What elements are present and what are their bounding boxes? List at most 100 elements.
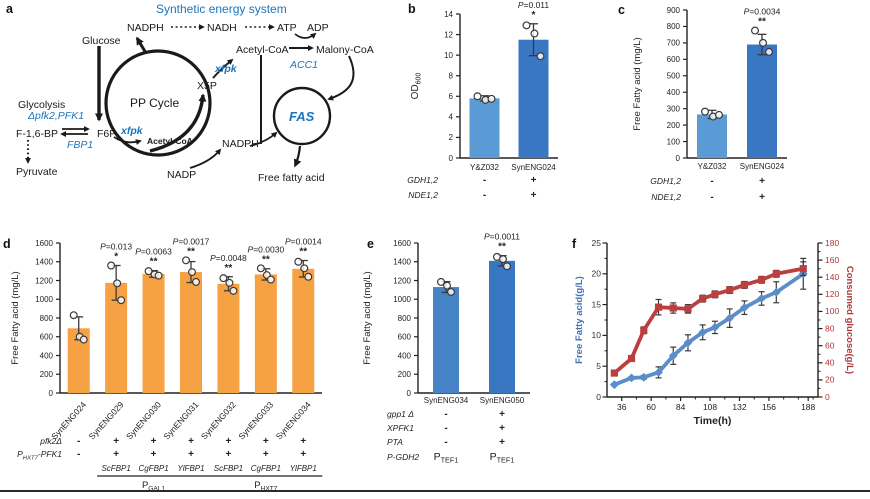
svg-text:10: 10 xyxy=(592,330,602,340)
node-f6p: F6P xyxy=(97,128,117,140)
figure-bottom-border xyxy=(0,490,870,492)
svg-text:-: - xyxy=(710,192,713,203)
svg-text:132: 132 xyxy=(732,402,746,412)
svg-text:ScFBP1: ScFBP1 xyxy=(101,464,130,473)
svg-text:180: 180 xyxy=(825,238,839,248)
svg-text:YlFBP1: YlFBP1 xyxy=(290,464,317,473)
svg-text:0: 0 xyxy=(49,389,54,398)
svg-text:188: 188 xyxy=(801,402,815,412)
svg-text:-: - xyxy=(710,176,713,187)
svg-text:Consumed glucose(g/L): Consumed glucose(g/L) xyxy=(844,266,855,374)
node-x5p: X5P xyxy=(197,80,217,92)
gene-pfk-deletion: Δpfk2,PFK1 xyxy=(28,110,85,122)
svg-text:GDH1,2: GDH1,2 xyxy=(407,175,438,185)
node-adp: ADP xyxy=(307,22,329,34)
svg-text:CgFBP1: CgFBP1 xyxy=(138,464,168,473)
svg-text:500: 500 xyxy=(667,72,681,81)
svg-text:**: ** xyxy=(498,242,506,253)
svg-text:12: 12 xyxy=(444,30,453,39)
svg-text:+: + xyxy=(188,449,194,460)
svg-text:**: ** xyxy=(150,257,158,268)
svg-text:P=0.0017: P=0.0017 xyxy=(173,236,210,246)
svg-text:**: ** xyxy=(225,263,233,274)
svg-text:SynENG024: SynENG024 xyxy=(740,162,785,171)
svg-text:SynENG029: SynENG029 xyxy=(87,399,126,441)
svg-text:+: + xyxy=(188,436,194,447)
svg-text:P=0.013: P=0.013 xyxy=(100,242,132,252)
svg-text:600: 600 xyxy=(398,333,412,342)
svg-text:-: - xyxy=(444,423,447,434)
panel-label-e: e xyxy=(367,237,374,251)
svg-text:600: 600 xyxy=(40,333,54,342)
atp-to-adp-arrow xyxy=(294,32,317,39)
svg-text:100: 100 xyxy=(667,137,681,146)
svg-text:PHXT7-PFK1: PHXT7-PFK1 xyxy=(17,449,62,462)
svg-text:ScFBP1: ScFBP1 xyxy=(214,464,243,473)
svg-text:+: + xyxy=(151,436,157,447)
svg-text:36: 36 xyxy=(617,402,627,412)
to-x5p-arrow xyxy=(149,93,207,153)
svg-text:Free Fatty acid (mg/L): Free Fatty acid (mg/L) xyxy=(10,271,21,364)
svg-text:gpp1 Δ: gpp1 Δ xyxy=(387,409,414,419)
panel-label-d: d xyxy=(3,237,11,251)
svg-text:GDH1,2: GDH1,2 xyxy=(650,176,681,186)
svg-text:+: + xyxy=(226,449,232,460)
svg-text:200: 200 xyxy=(398,370,412,379)
svg-text:40: 40 xyxy=(825,358,835,368)
svg-text:800: 800 xyxy=(398,314,412,323)
svg-text:1400: 1400 xyxy=(35,258,53,267)
svg-text:+: + xyxy=(151,449,157,460)
svg-text:P=0.0063: P=0.0063 xyxy=(135,247,172,257)
svg-text:120: 120 xyxy=(825,289,839,299)
svg-text:1200: 1200 xyxy=(393,276,411,285)
svg-text:SynENG024: SynENG024 xyxy=(511,163,556,172)
svg-text:P=0.011: P=0.011 xyxy=(518,0,550,10)
f6p-xfpk-arrow xyxy=(113,136,142,146)
svg-text:800: 800 xyxy=(667,22,681,31)
svg-text:SynENG030: SynENG030 xyxy=(124,399,163,441)
svg-text:60: 60 xyxy=(646,402,656,412)
svg-text:Free Fatty acid (mg/L): Free Fatty acid (mg/L) xyxy=(632,37,643,130)
svg-text:1400: 1400 xyxy=(393,258,411,267)
node-pyruvate: Pyruvate xyxy=(16,166,58,178)
cycle-to-nadph-arrow xyxy=(135,36,148,54)
x5p-xfpk-arrow xyxy=(212,58,234,79)
pp-cycle-circle xyxy=(104,49,212,157)
svg-text:600: 600 xyxy=(667,55,681,64)
node-f16bp: F-1,6-BP xyxy=(16,128,59,140)
svg-text:+: + xyxy=(263,449,269,460)
svg-text:-: - xyxy=(444,409,447,420)
svg-text:PTEF1: PTEF1 xyxy=(490,451,515,465)
svg-text:1000: 1000 xyxy=(35,295,53,304)
svg-text:*: * xyxy=(114,252,118,263)
node-malonyl-coa: Malony-CoA xyxy=(316,44,374,56)
gene-xfpk-top: xfpk xyxy=(215,63,237,75)
panel-label-a: a xyxy=(6,2,13,16)
svg-text:1600: 1600 xyxy=(393,239,411,248)
svg-text:-: - xyxy=(444,437,447,448)
svg-text:300: 300 xyxy=(667,104,681,113)
svg-text:+: + xyxy=(300,449,306,460)
svg-text:NDE1,2: NDE1,2 xyxy=(651,192,681,202)
svg-text:200: 200 xyxy=(667,121,681,130)
svg-text:4: 4 xyxy=(449,113,454,122)
svg-text:20: 20 xyxy=(592,269,602,279)
node-glucose: Glucose xyxy=(82,35,121,47)
svg-text:0: 0 xyxy=(825,392,830,402)
gene-fbp1: FBP1 xyxy=(67,139,94,151)
svg-text:P=0.0030: P=0.0030 xyxy=(248,244,285,254)
svg-text:+: + xyxy=(531,190,537,201)
svg-text:P=0.0014: P=0.0014 xyxy=(285,237,322,247)
bar-chart-ffa-strains: 0 100 200 300 400 500 600 700 800 900 Free Fatty a… xyxy=(632,6,787,203)
svg-text:OD600: OD600 xyxy=(410,73,423,100)
svg-text:SynENG034: SynENG034 xyxy=(424,396,469,405)
svg-text:400: 400 xyxy=(667,88,681,97)
svg-text:**: ** xyxy=(299,247,307,258)
svg-text:1000: 1000 xyxy=(393,295,411,304)
svg-text:SynENG050: SynENG050 xyxy=(480,396,525,405)
svg-text:0: 0 xyxy=(449,154,454,163)
panel-label-c: c xyxy=(618,3,625,17)
svg-text:pfk2Δ: pfk2Δ xyxy=(39,436,62,446)
svg-text:8: 8 xyxy=(449,72,454,81)
svg-text:0: 0 xyxy=(407,389,412,398)
